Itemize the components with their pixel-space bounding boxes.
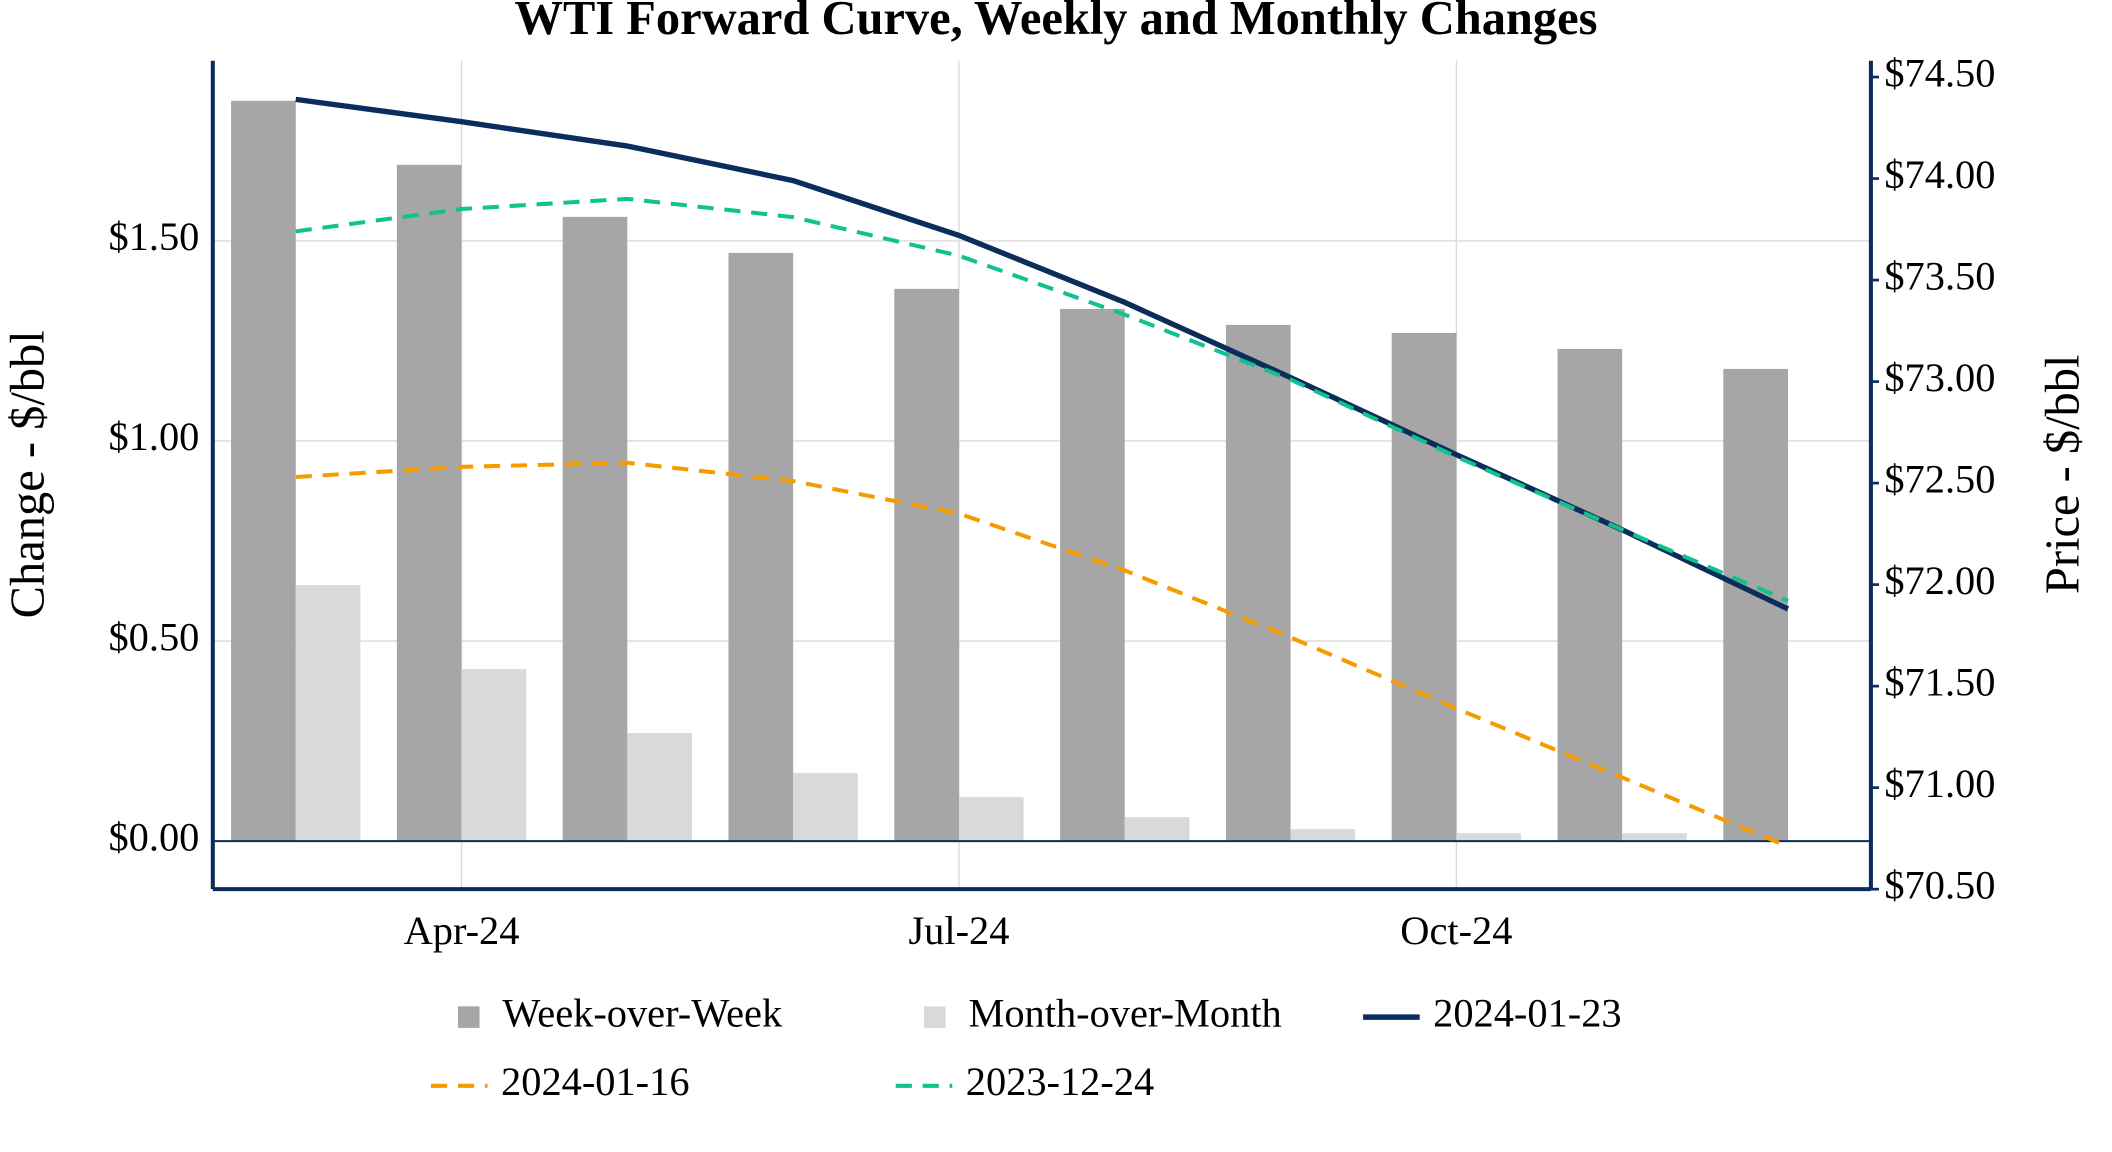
x-tick-label: Oct-24 bbox=[1400, 908, 1512, 953]
bar bbox=[728, 252, 794, 842]
legend-label: Week-over-Week bbox=[502, 990, 783, 1035]
bar bbox=[396, 164, 462, 842]
y2-tick-label: $71.00 bbox=[1884, 761, 1995, 806]
x-tick-label: Jul-24 bbox=[908, 908, 1009, 953]
bar bbox=[793, 773, 858, 842]
bar bbox=[1391, 332, 1457, 842]
bar bbox=[958, 797, 1024, 842]
y2-tick-label: $71.50 bbox=[1884, 659, 1995, 704]
y2-tick-label: $73.50 bbox=[1884, 253, 1995, 298]
legend-label: 2023-12-24 bbox=[966, 1059, 1154, 1104]
bar bbox=[1622, 833, 1687, 842]
bar bbox=[894, 288, 959, 842]
chart-title: WTI Forward Curve, Weekly and Monthly Ch… bbox=[515, 0, 1598, 45]
legend-swatch bbox=[924, 1006, 946, 1028]
bar bbox=[1124, 817, 1190, 842]
y-tick-label: $1.00 bbox=[108, 414, 199, 459]
y-axis-label: Change - $/bbl bbox=[1, 330, 54, 618]
bar bbox=[295, 585, 361, 842]
legend-swatch bbox=[457, 1006, 480, 1028]
x-tick-label: Apr-24 bbox=[404, 908, 520, 953]
legend-label: 2024-01-23 bbox=[1433, 990, 1621, 1035]
legend-label: Month-over-Month bbox=[968, 990, 1281, 1035]
line-series bbox=[295, 460, 1789, 849]
y2-tick-label: $72.50 bbox=[1884, 456, 1995, 501]
y2-tick-label: $74.00 bbox=[1884, 152, 1995, 197]
bar bbox=[1060, 308, 1125, 842]
bar bbox=[461, 669, 527, 842]
y2-tick-label: $70.50 bbox=[1884, 862, 1995, 907]
bar bbox=[1290, 829, 1356, 842]
bar bbox=[231, 100, 296, 842]
bar bbox=[562, 216, 628, 842]
y2-tick-label: $72.00 bbox=[1884, 558, 1995, 603]
bar bbox=[627, 733, 693, 842]
y2-axis-label: Price - $/bbl bbox=[2037, 355, 2090, 595]
y-tick-label: $0.50 bbox=[108, 614, 199, 659]
y2-tick-label: $74.50 bbox=[1884, 50, 1995, 95]
y-tick-label: $0.00 bbox=[108, 814, 199, 859]
bar bbox=[1456, 833, 1522, 842]
y-tick-label: $1.50 bbox=[108, 214, 199, 259]
line-series bbox=[295, 196, 1789, 603]
legend-label: 2024-01-16 bbox=[501, 1059, 689, 1104]
y2-tick-label: $73.00 bbox=[1884, 355, 1995, 400]
bar bbox=[1557, 348, 1623, 842]
bar bbox=[1225, 324, 1291, 842]
